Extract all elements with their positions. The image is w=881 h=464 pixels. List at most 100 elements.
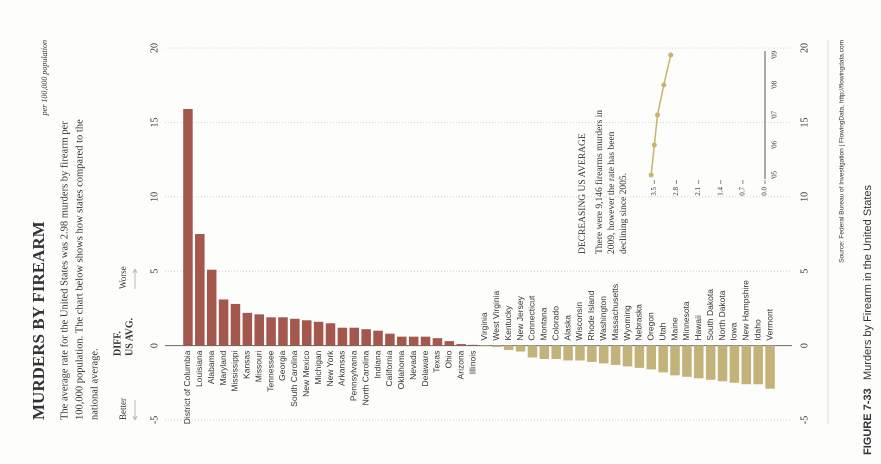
bar — [206, 269, 217, 346]
bar — [705, 345, 716, 380]
category-label: New Hampshire — [741, 280, 751, 341]
category-label: Minnesota — [681, 301, 691, 340]
x-tick-label: 20 — [149, 43, 160, 53]
chart-title: MURDERS BY FIREARM — [29, 221, 48, 420]
bar — [325, 323, 336, 346]
bar — [301, 320, 312, 346]
category-label: Vermont — [764, 308, 774, 340]
category-label: Arkansas — [337, 351, 347, 386]
x-tick-label: 5 — [799, 269, 810, 274]
bar — [278, 317, 288, 346]
figure-caption: Murders by Firearm in the United States — [862, 184, 874, 380]
bar — [218, 299, 229, 346]
bar — [468, 344, 478, 346]
bar — [717, 345, 728, 382]
better-arrow — [132, 400, 138, 421]
bar — [670, 345, 680, 376]
bar — [397, 336, 407, 346]
bar — [242, 312, 253, 346]
bar — [230, 303, 241, 346]
category-label: California — [384, 350, 394, 386]
category-label: Kentucky — [503, 305, 513, 341]
category-label: New Mexico — [301, 350, 311, 397]
category-label: Iowa — [729, 322, 739, 340]
subtitle-line: 100,000 population. The chart below show… — [74, 119, 85, 420]
unit-label: per 100,000 population — [40, 40, 49, 116]
inset-x-label: '09 — [771, 50, 779, 59]
category-label: Montana — [539, 307, 549, 340]
inset-x-label: '07 — [771, 110, 779, 119]
bar — [682, 345, 692, 377]
y-tick-label: 2.8 — [672, 187, 680, 196]
category-label: Georgia — [277, 350, 287, 381]
category-label: Connecticut — [527, 295, 537, 341]
x-tick-label: 10 — [799, 192, 810, 202]
category-label: Arizona — [455, 350, 465, 379]
bar — [753, 345, 763, 385]
inset-point — [654, 112, 660, 118]
category-label: Missouri — [253, 350, 263, 382]
bar — [266, 317, 276, 346]
inset-x-label: '06 — [771, 140, 779, 149]
bar — [575, 345, 585, 361]
bar — [634, 345, 645, 368]
category-label: Hawaii — [693, 315, 703, 341]
category-label: Rhode Island — [586, 290, 596, 340]
inset-title: DECREASING US AVERAGE — [578, 133, 588, 254]
bar — [515, 345, 526, 352]
bar — [290, 318, 300, 346]
category-label: Alabama — [206, 350, 216, 384]
inset-point — [661, 82, 667, 88]
bar — [361, 329, 371, 346]
bar — [741, 345, 752, 385]
y-tick-label: 1.4 — [716, 187, 724, 196]
y-tick-label: 0.0 — [761, 187, 769, 196]
bar — [313, 321, 324, 346]
figure-label: FIGURE 7-33 — [862, 388, 874, 455]
category-label: Wisconsin — [574, 302, 584, 341]
category-label: Texas — [432, 351, 442, 373]
category-label: Illinois — [467, 351, 477, 375]
x-tick-label: -5 — [149, 416, 160, 424]
x-tick-label: 0 — [149, 343, 160, 348]
x-tick-label: 10 — [149, 192, 160, 202]
bar — [527, 345, 538, 358]
category-label: Oklahoma — [396, 350, 406, 389]
bar — [503, 345, 514, 351]
inset-text: declining since 2005. — [619, 173, 629, 254]
category-label: Kansas — [242, 351, 252, 379]
bar — [337, 327, 348, 346]
bar — [432, 338, 443, 346]
better-label: Better — [118, 398, 128, 420]
bar — [373, 330, 383, 346]
category-label: Nebraska — [634, 304, 644, 341]
category-label: Idaho — [752, 319, 762, 341]
subtitle-line: The average rate for the United States w… — [59, 121, 70, 420]
x-tick-label: 20 — [799, 43, 810, 53]
axis-title: US AVG. — [124, 317, 135, 356]
category-label: Nevada — [408, 350, 418, 380]
category-label: Indiana — [372, 350, 382, 378]
bar — [254, 314, 264, 346]
bar — [385, 333, 395, 346]
category-label: Oregon — [646, 312, 656, 341]
category-label: New York — [325, 350, 335, 387]
bar — [480, 345, 490, 347]
category-label: Louisiana — [194, 350, 204, 387]
category-label: Wyoming — [622, 305, 632, 341]
bar — [694, 345, 704, 379]
bar — [420, 336, 431, 346]
bar — [456, 344, 466, 346]
bar — [539, 345, 550, 359]
bar — [765, 345, 775, 389]
bar — [563, 345, 573, 361]
source: Source: Federal Bureau of Investigation … — [839, 40, 846, 263]
category-label: Colorado — [550, 306, 560, 341]
x-tick-label: 0 — [799, 343, 810, 348]
bar — [408, 336, 419, 346]
category-label: Washington — [598, 296, 608, 341]
bar — [195, 234, 205, 346]
category-label: West Virginia — [491, 291, 501, 341]
